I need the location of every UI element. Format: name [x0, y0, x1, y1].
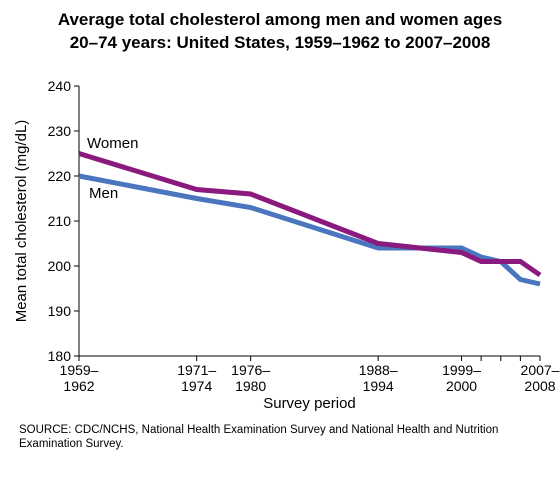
series-label-men: Men: [89, 185, 118, 202]
x-tick-label: 1976– 1980: [231, 362, 270, 394]
chart-series: [78, 151, 542, 287]
x-tick-label: 1971– 1974: [177, 362, 216, 394]
chart-title-line-1: Average total cholesterol among men and …: [57, 10, 503, 29]
y-tick-label: 230: [48, 123, 72, 139]
y-tick-label: 240: [48, 78, 72, 94]
chart-axes: 180 190 200 210 220 230 240 1959– 1962 1971– 1974 1…: [13, 78, 560, 412]
y-tick-label: 190: [48, 303, 72, 319]
y-tick-label: 220: [48, 168, 72, 184]
x-tick-label: 2007– 2008: [521, 362, 560, 394]
y-axis-title: Mean total cholesterol (mg/dL): [13, 120, 30, 323]
source-note: SOURCE: CDC/NCHS, National Health Examin…: [19, 424, 499, 450]
y-tick-label: 200: [48, 258, 72, 274]
chart-title: Average total cholesterol among men and …: [0, 8, 560, 54]
chart-series-labels: Women Men: [87, 135, 138, 202]
x-tick-label: 1988– 1994: [359, 362, 398, 394]
series-line-women: [78, 151, 542, 278]
y-tick-label: 210: [48, 213, 72, 229]
chart-title-line-2: 20–74 years: United States, 1959–1962 to…: [69, 33, 491, 52]
x-axis-title: Survey period: [263, 395, 356, 412]
series-line-men: [78, 173, 541, 287]
x-tick-label: 1999– 2000: [442, 362, 481, 394]
x-tick-label: 1959– 1962: [60, 362, 99, 394]
y-tick-label: 180: [48, 348, 72, 364]
series-label-women: Women: [87, 135, 138, 152]
line-chart: 180 190 200 210 220 230 240 1959– 1962 1971– 1974 1…: [13, 78, 560, 412]
